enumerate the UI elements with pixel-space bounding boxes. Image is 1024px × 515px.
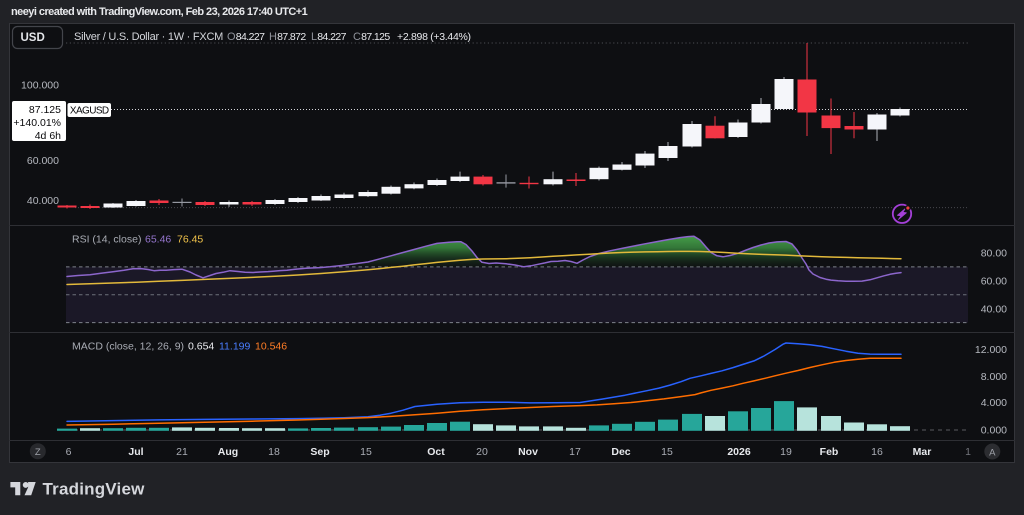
svg-text:87.872: 87.872 xyxy=(277,31,306,43)
svg-text:Aug: Aug xyxy=(218,446,238,458)
svg-text:C: C xyxy=(353,31,361,43)
svg-text:Jul: Jul xyxy=(128,446,143,458)
svg-text:76.45: 76.45 xyxy=(177,234,203,246)
svg-text:16: 16 xyxy=(871,446,883,458)
svg-text:2026: 2026 xyxy=(727,446,751,458)
svg-text:Oct: Oct xyxy=(427,446,445,458)
svg-text:L: L xyxy=(311,31,317,43)
svg-text:87.125: 87.125 xyxy=(361,31,390,43)
svg-text:H: H xyxy=(269,31,277,43)
svg-text:Dec: Dec xyxy=(611,446,630,458)
svg-text:80.00: 80.00 xyxy=(981,248,1007,260)
svg-text:+140.01%: +140.01% xyxy=(13,117,61,129)
svg-text:10.546: 10.546 xyxy=(255,341,287,353)
svg-text:8.000: 8.000 xyxy=(981,371,1007,383)
svg-text:20: 20 xyxy=(476,446,488,458)
svg-text:84.227: 84.227 xyxy=(317,31,346,43)
svg-text:1: 1 xyxy=(965,446,971,458)
svg-text:11.199: 11.199 xyxy=(219,341,250,353)
svg-text:Z: Z xyxy=(35,447,41,458)
svg-text:Sep: Sep xyxy=(310,446,329,458)
svg-text:65.46: 65.46 xyxy=(145,234,171,246)
svg-text:12.000: 12.000 xyxy=(975,344,1007,356)
svg-text:neeyi created with TradingView: neeyi created with TradingView.com, Feb … xyxy=(11,6,308,18)
svg-text:A: A xyxy=(989,447,996,458)
svg-text:XAGUSD: XAGUSD xyxy=(70,106,109,117)
svg-text:TradingView: TradingView xyxy=(43,480,146,499)
svg-text:40.000: 40.000 xyxy=(27,195,59,207)
svg-text:87.125: 87.125 xyxy=(29,104,61,116)
svg-text:21: 21 xyxy=(176,446,188,458)
svg-text:4.000: 4.000 xyxy=(981,397,1007,409)
svg-text:84.227: 84.227 xyxy=(236,31,265,43)
svg-text:Feb: Feb xyxy=(820,446,839,458)
svg-text:60.000: 60.000 xyxy=(27,155,59,167)
svg-text:17: 17 xyxy=(569,446,581,458)
svg-text:19: 19 xyxy=(780,446,792,458)
svg-text:Nov: Nov xyxy=(518,446,538,458)
svg-text:0.654: 0.654 xyxy=(188,341,214,353)
svg-text:40.00: 40.00 xyxy=(981,304,1007,316)
svg-text:60.00: 60.00 xyxy=(981,276,1007,288)
svg-text:MACD (close, 12, 26, 9): MACD (close, 12, 26, 9) xyxy=(72,341,184,353)
svg-text:6: 6 xyxy=(66,446,72,458)
svg-text:Mar: Mar xyxy=(913,446,932,458)
svg-text:USD: USD xyxy=(21,32,45,44)
svg-text:+2.898 (+3.44%): +2.898 (+3.44%) xyxy=(397,31,471,43)
svg-text:15: 15 xyxy=(360,446,372,458)
svg-text:Silver / U.S. Dollar · 1W · FX: Silver / U.S. Dollar · 1W · FXCM xyxy=(74,31,223,43)
svg-text:100.000: 100.000 xyxy=(21,80,59,92)
svg-text:O: O xyxy=(227,31,236,43)
svg-text:4d 6h: 4d 6h xyxy=(35,130,61,142)
svg-text:RSI (14, close): RSI (14, close) xyxy=(72,234,141,246)
svg-text:0.000: 0.000 xyxy=(981,425,1007,437)
svg-text:18: 18 xyxy=(268,446,280,458)
svg-text:15: 15 xyxy=(661,446,673,458)
